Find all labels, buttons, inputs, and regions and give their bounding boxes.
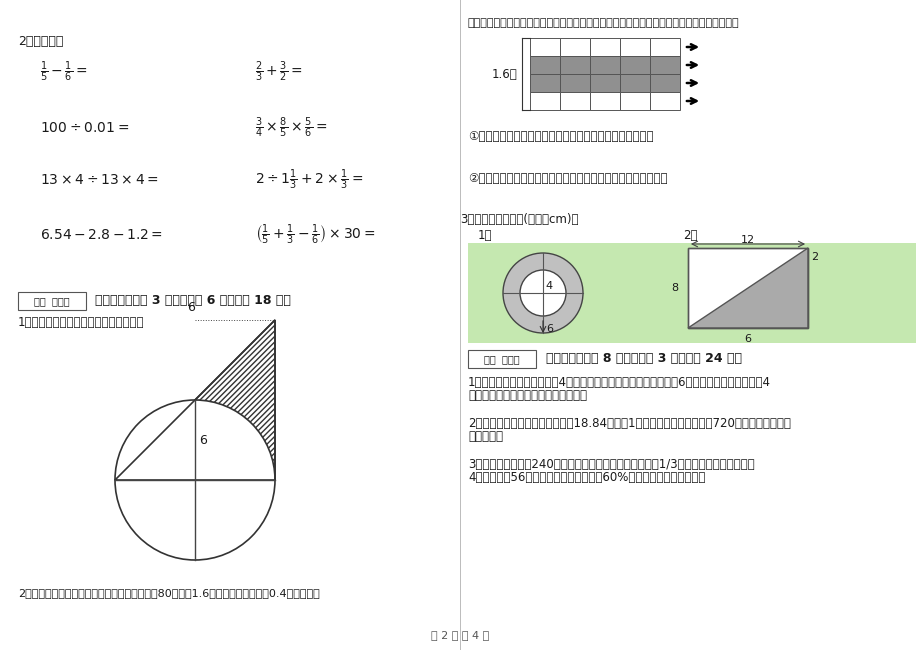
Text: 3、求阴影部分面积(单位：cm)。: 3、求阴影部分面积(单位：cm)。 [460,213,578,226]
Bar [589,56,619,74]
Bar [560,38,589,56]
Text: $6.54-2.8-1.2=$: $6.54-2.8-1.2=$ [40,228,163,242]
Text: 小时之内要完成这件工程的几分之几？: 小时之内要完成这件工程的几分之几？ [468,389,586,402]
Bar [619,74,650,92]
Bar [468,350,536,368]
Text: 4: 4 [544,281,551,291]
Polygon shape [115,320,275,480]
Text: 1、一件工程，要求师徒二人4小时合作完成，若徒弟单独做，需要6小时完成，那么，师傅在4: 1、一件工程，要求师徒二人4小时合作完成，若徒弟单独做，需要6小时完成，那么，师… [468,376,770,389]
Text: 1、求阴影部分的面积（单位：厘米）。: 1、求阴影部分的面积（单位：厘米）。 [18,316,144,329]
Text: 8: 8 [670,283,677,293]
Bar [589,38,619,56]
Bar [619,92,650,110]
Bar [650,92,679,110]
Text: 两种正方形地砖铺设（下图是铺设的局部图示，其中空白、阴影分别表示黄、红两种颜色）。: 两种正方形地砖铺设（下图是铺设的局部图示，其中空白、阴影分别表示黄、红两种颜色）… [468,18,739,28]
Polygon shape [687,248,807,328]
Text: 6: 6 [199,434,207,447]
Text: $\frac{1}{5}-\frac{1}{6}=$: $\frac{1}{5}-\frac{1}{6}=$ [40,60,87,84]
Text: $13\times4\div13\times4=$: $13\times4\div13\times4=$ [40,173,159,187]
Bar [589,92,619,110]
Text: $\left(\frac{1}{5}+\frac{1}{3}-\frac{1}{6}\right)\times30=$: $\left(\frac{1}{5}+\frac{1}{3}-\frac{1}{… [255,223,375,247]
Bar [529,74,560,92]
Text: 1.6米: 1.6米 [492,68,517,81]
Bar [619,56,650,74]
Text: $\frac{2}{3}+\frac{3}{2}=$: $\frac{2}{3}+\frac{3}{2}=$ [255,60,302,84]
Bar [18,292,85,310]
Bar [650,74,679,92]
Text: 五、综合题（共 3 小题，每题 6 分，共计 18 分）: 五、综合题（共 3 小题，每题 6 分，共计 18 分） [95,294,290,307]
Polygon shape [115,400,275,480]
Bar [619,38,650,56]
Bar [687,248,807,328]
Bar [650,56,679,74]
Text: 多少千克？: 多少千克？ [468,430,503,443]
Text: 第 2 页 共 4 页: 第 2 页 共 4 页 [430,630,489,640]
Text: 2、欣欣社区公园要铺设一条人行通道，通道长80米，宽1.6米。现在用边长都是0.4米的红、黄: 2、欣欣社区公园要铺设一条人行通道，通道长80米，宽1.6米。现在用边长都是0.… [18,588,320,598]
Text: 6: 6 [743,334,751,344]
Bar [529,56,560,74]
Bar [560,56,589,74]
Text: ②铺设这条人行通道一共需要多少块红色地板砖？（不计损耗）: ②铺设这条人行通道一共需要多少块红色地板砖？（不计损耗） [468,172,667,185]
Bar [687,248,807,328]
Text: 2: 2 [811,252,817,262]
Bar [560,92,589,110]
Text: 1、: 1、 [478,229,492,242]
Bar [650,38,679,56]
Text: 2、一个圆锥形小麦堆，底周长为18.84米，高1米。如果每立方米小麦重720千克，这堆小麦重: 2、一个圆锥形小麦堆，底周长为18.84米，高1米。如果每立方米小麦重720千克… [468,417,790,430]
Text: $100\div0.01=$: $100\div0.01=$ [40,121,129,135]
Text: 3、果园里有苹果树240棵，苹果树的棵数比梨树的棵数多1/3，果园里有梨树多少棵？: 3、果园里有苹果树240棵，苹果树的棵数比梨树的棵数多1/3，果园里有梨树多少棵… [468,458,754,471]
Bar [560,74,589,92]
Bar [529,38,560,56]
Text: 六、应用题（共 8 小题，每题 3 分，共计 24 分）: 六、应用题（共 8 小题，每题 3 分，共计 24 分） [545,352,742,365]
Text: 2、算一算。: 2、算一算。 [18,35,63,48]
Text: 6: 6 [187,301,195,314]
Circle shape [519,270,565,316]
Circle shape [503,253,583,333]
Text: 得分  评卷人: 得分 评卷人 [483,354,519,364]
Bar [589,74,619,92]
Text: 得分  评卷人: 得分 评卷人 [34,296,70,306]
Text: $2\div1\frac{1}{3}+2\times\frac{1}{3}=$: $2\div1\frac{1}{3}+2\times\frac{1}{3}=$ [255,168,363,192]
Text: 4、一套衣服56元，裤子的价钱是上衣的60%，上衣和裤子各多少元？: 4、一套衣服56元，裤子的价钱是上衣的60%，上衣和裤子各多少元？ [468,471,705,484]
Text: $\frac{3}{4}\times\frac{8}{5}\times\frac{5}{6}=$: $\frac{3}{4}\times\frac{8}{5}\times\frac… [255,116,327,140]
Text: 2、: 2、 [682,229,697,242]
Bar [468,243,915,343]
Text: 12: 12 [740,235,754,245]
Text: 6: 6 [545,324,552,334]
Text: ①铺设这条人行通道一共需要多少块地板砖？（不计损耗）: ①铺设这条人行通道一共需要多少块地板砖？（不计损耗） [468,130,652,143]
Bar [529,92,560,110]
